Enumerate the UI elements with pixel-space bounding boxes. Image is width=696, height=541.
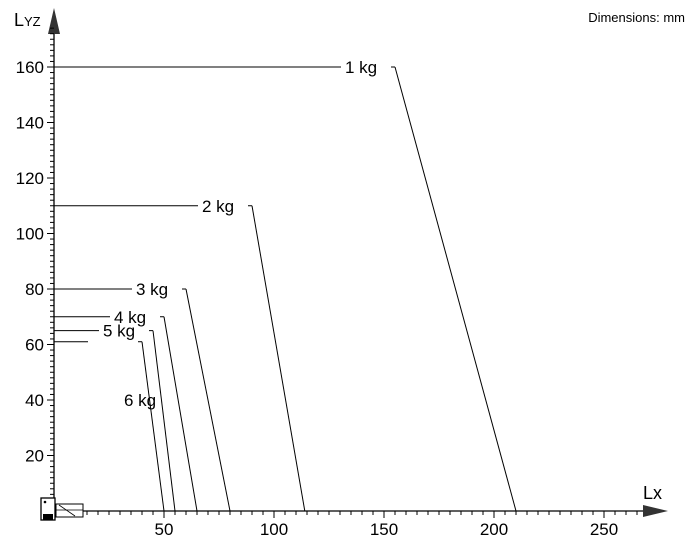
series-line-segment: [141, 341, 165, 512]
series-line-segment: [394, 66, 517, 512]
y-tick-label: 160: [16, 58, 44, 77]
x-tick-label: 50: [155, 520, 174, 539]
y-tick-label: 120: [16, 169, 44, 188]
dimensions-note: Dimensions: mm: [588, 10, 685, 25]
x-tick-label: 100: [260, 520, 288, 539]
y-tick-label: 80: [25, 280, 44, 299]
series-label: 3 kg: [136, 280, 168, 299]
y-axis-title-main: L: [14, 10, 24, 30]
y-axis-title-sub: YZ: [24, 14, 41, 29]
series-label: 2 kg: [202, 197, 234, 216]
x-axis-arrow-icon: [643, 505, 668, 517]
y-axis-arrow-icon: [48, 8, 60, 34]
series-label: 5 kg: [103, 322, 135, 341]
x-tick-label: 250: [590, 520, 618, 539]
series-label: 1 kg: [345, 58, 377, 77]
y-tick-label: 140: [16, 114, 44, 133]
y-tick-label: 60: [25, 336, 44, 355]
series-label: 6 kg: [124, 391, 156, 410]
series-label: 4 kg: [114, 308, 146, 327]
x-axis-title: Lx: [643, 483, 662, 503]
x-tick-label: 150: [370, 520, 398, 539]
series-line-segment: [163, 316, 198, 512]
y-axis-title: LYZ: [14, 10, 41, 30]
y-tick-label: 100: [16, 225, 44, 244]
series-line-segment: [152, 330, 176, 512]
y-tick-label: 20: [25, 447, 44, 466]
actuator-icon: [40, 497, 84, 521]
x-tick-label: 200: [480, 520, 508, 539]
y-tick-label: 40: [25, 391, 44, 410]
series-line-segment: [251, 205, 306, 512]
series-line-segment: [185, 288, 231, 512]
